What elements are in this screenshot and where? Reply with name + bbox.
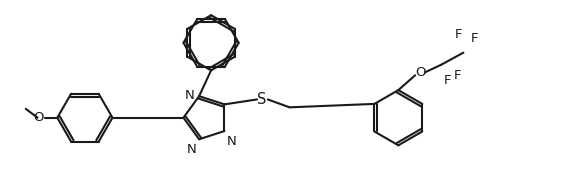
Text: S: S	[257, 92, 266, 107]
Text: F: F	[470, 32, 478, 45]
Text: N: N	[185, 89, 194, 102]
Text: F: F	[453, 69, 461, 82]
Text: F: F	[444, 74, 451, 87]
Text: F: F	[455, 28, 462, 41]
Text: O: O	[415, 66, 425, 79]
Text: N: N	[227, 135, 236, 148]
Text: N: N	[186, 143, 196, 156]
Text: O: O	[33, 111, 44, 124]
